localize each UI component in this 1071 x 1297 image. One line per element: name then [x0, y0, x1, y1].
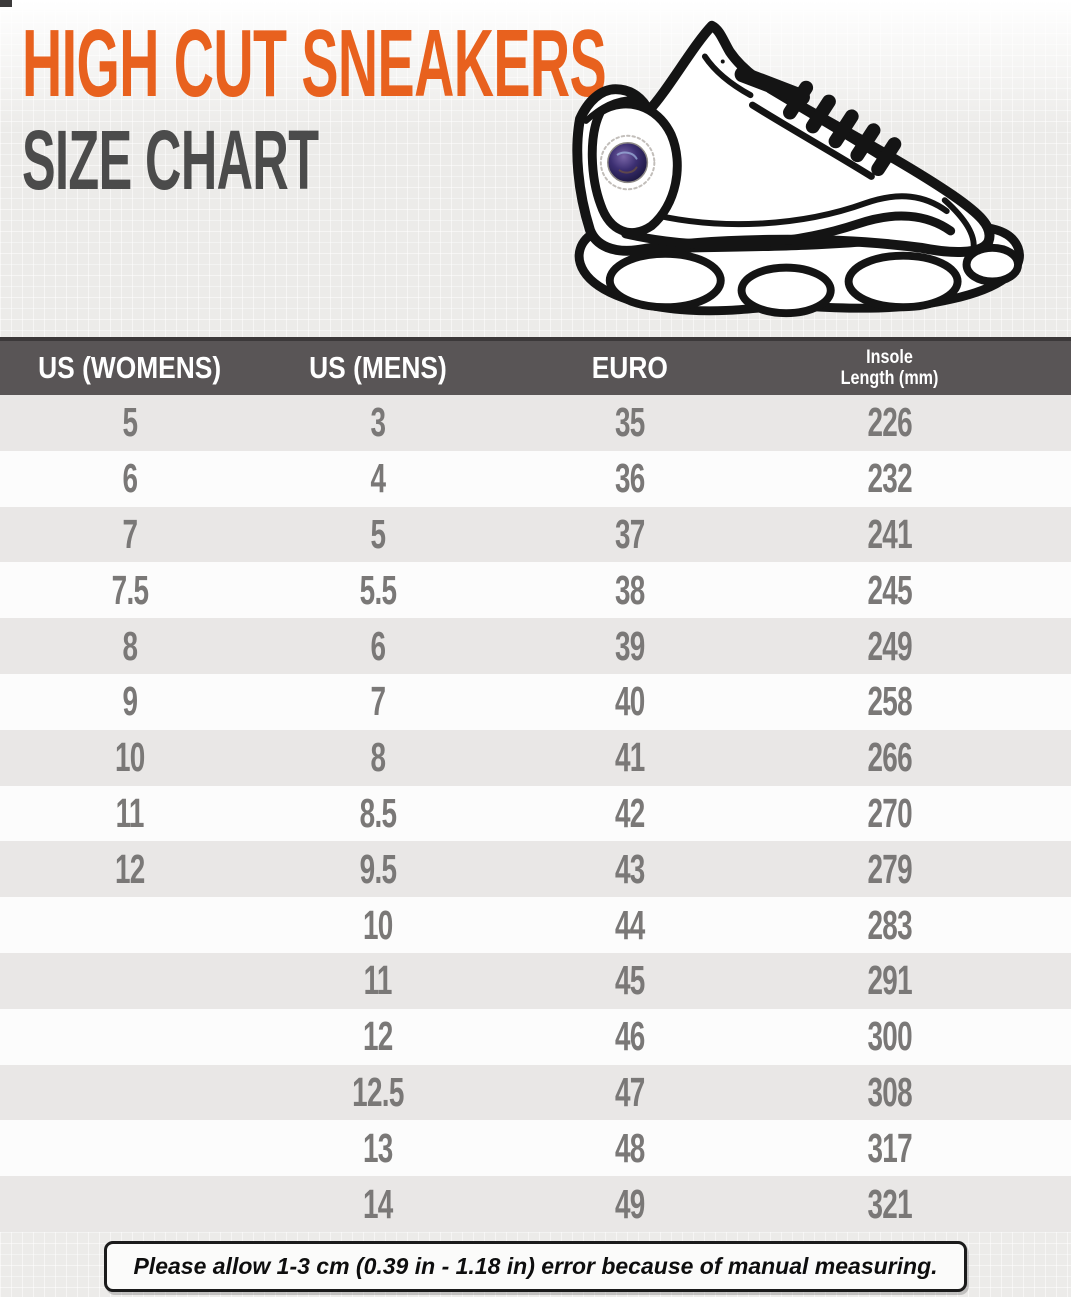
cell-us-womens: 8	[122, 622, 139, 669]
cell-euro: 39	[615, 622, 645, 669]
page-subtitle: SIZE CHART	[22, 118, 1029, 202]
cell-euro: 47	[615, 1068, 645, 1115]
cell-euro: 40	[615, 678, 645, 725]
cell-us-womens: 11	[115, 789, 145, 836]
sneaker-icon	[572, 20, 1024, 318]
cell-us-womens: 12	[115, 845, 145, 892]
cell-us-womens: 9	[122, 678, 139, 725]
cell-euro: 45	[615, 957, 645, 1004]
table-header-row: US (WOMENS) US (MENS) EURO Insole Length …	[0, 337, 1071, 395]
cell-insole-length: 258	[867, 678, 912, 725]
table-row: 9 7 40 258	[0, 673, 1071, 730]
cell-euro: 42	[615, 789, 645, 836]
cell-us-womens: 6	[122, 455, 139, 502]
cell-euro: 37	[615, 510, 645, 557]
cell-insole-length: 317	[867, 1124, 912, 1171]
cell-insole-length: 308	[867, 1068, 912, 1115]
cell-us-mens: 12	[363, 1013, 393, 1060]
cell-euro: 48	[615, 1124, 645, 1171]
table-row: 12.5 47 308	[0, 1064, 1071, 1121]
cell-euro: 46	[615, 1013, 645, 1060]
cell-us-mens: 8	[370, 734, 387, 781]
cell-us-womens: 7	[122, 510, 139, 557]
cell-insole-length: 241	[867, 510, 912, 557]
page-subtitle-text: SIZE CHART	[22, 113, 319, 207]
page-title-text: HIGH CUT SNEAKERS	[22, 10, 607, 117]
cell-us-womens	[0, 1120, 260, 1176]
cell-us-mens: 10	[363, 901, 393, 948]
cell-us-mens: 11	[363, 957, 393, 1004]
table-row: 13 48 317	[0, 1120, 1071, 1177]
cell-euro: 35	[615, 399, 645, 446]
table-row: 8 6 39 249	[0, 618, 1071, 674]
cell-us-mens: 14	[363, 1180, 393, 1227]
cell-us-mens: 7	[370, 678, 387, 725]
cell-us-womens	[0, 897, 260, 953]
cell-us-mens: 5.5	[359, 566, 397, 613]
col-header-insole-length: Insole Length (mm)	[840, 347, 939, 389]
table-row: 5 3 35 226	[0, 395, 1071, 451]
cell-euro: 41	[615, 734, 645, 781]
size-chart-table: US (WOMENS) US (MENS) EURO Insole Length …	[0, 337, 1071, 1232]
cell-insole-length: 270	[867, 789, 912, 836]
cell-insole-length: 249	[867, 622, 912, 669]
cell-insole-length: 300	[867, 1013, 912, 1060]
table-row: 10 8 41 266	[0, 729, 1071, 786]
cell-insole-length: 321	[867, 1180, 912, 1227]
cell-us-womens	[0, 1009, 260, 1065]
table-row: 12 46 300	[0, 1008, 1071, 1065]
table-row: 11 45 291	[0, 952, 1071, 1009]
cell-insole-length: 226	[867, 399, 912, 446]
table-body: 5 3 35 226 6 4 36 232 7 5 37 241 7.5 5.5 38 245 8 6 39 249 9…	[0, 395, 1071, 1232]
cell-insole-length: 245	[867, 566, 912, 613]
table-row: 6 4 36 232	[0, 450, 1071, 507]
measuring-note: Please allow 1-3 cm (0.39 in - 1.18 in) …	[104, 1241, 967, 1292]
cell-euro: 43	[615, 845, 645, 892]
emblem	[607, 141, 649, 184]
cell-insole-length: 266	[867, 734, 912, 781]
cell-insole-length: 279	[867, 845, 912, 892]
cell-euro: 38	[615, 566, 645, 613]
cell-us-mens: 3	[370, 399, 387, 446]
cell-us-womens	[0, 1065, 260, 1121]
cell-us-mens: 5	[370, 510, 387, 557]
cell-insole-length: 291	[867, 957, 912, 1004]
table-row: 11 8.5 42 270	[0, 785, 1071, 842]
table-row: 10 44 283	[0, 897, 1071, 953]
cell-us-womens: 5	[122, 399, 139, 446]
col-header-euro: EURO	[591, 350, 669, 385]
measuring-note-text: Please allow 1-3 cm (0.39 in - 1.18 in) …	[133, 1253, 938, 1279]
cell-euro: 49	[615, 1180, 645, 1227]
col-header-us-womens: US (WOMENS)	[38, 350, 222, 385]
cell-insole-length: 232	[867, 455, 912, 502]
cell-euro: 36	[615, 455, 645, 502]
cell-us-womens: 7.5	[111, 566, 149, 613]
cell-us-mens: 12.5	[352, 1068, 404, 1115]
cell-us-mens: 4	[370, 455, 387, 502]
table-row: 12 9.5 43 279	[0, 841, 1071, 898]
cell-euro: 44	[615, 901, 645, 948]
cell-us-womens: 10	[115, 734, 145, 781]
footer: Please allow 1-3 cm (0.39 in - 1.18 in) …	[0, 1241, 1071, 1292]
table-row: 7 5 37 241	[0, 506, 1071, 563]
col-header-us-mens: US (MENS)	[309, 350, 447, 385]
cell-insole-length: 283	[867, 901, 912, 948]
table-row: 14 49 321	[0, 1176, 1071, 1232]
cell-us-womens	[0, 953, 260, 1009]
cell-us-mens: 8.5	[359, 789, 397, 836]
table-row: 7.5 5.5 38 245	[0, 562, 1071, 619]
cell-us-womens	[0, 1176, 260, 1232]
cell-us-mens: 13	[363, 1124, 393, 1171]
cell-us-mens: 6	[370, 622, 387, 669]
corner-artifact	[0, 0, 12, 7]
cell-us-mens: 9.5	[359, 845, 397, 892]
